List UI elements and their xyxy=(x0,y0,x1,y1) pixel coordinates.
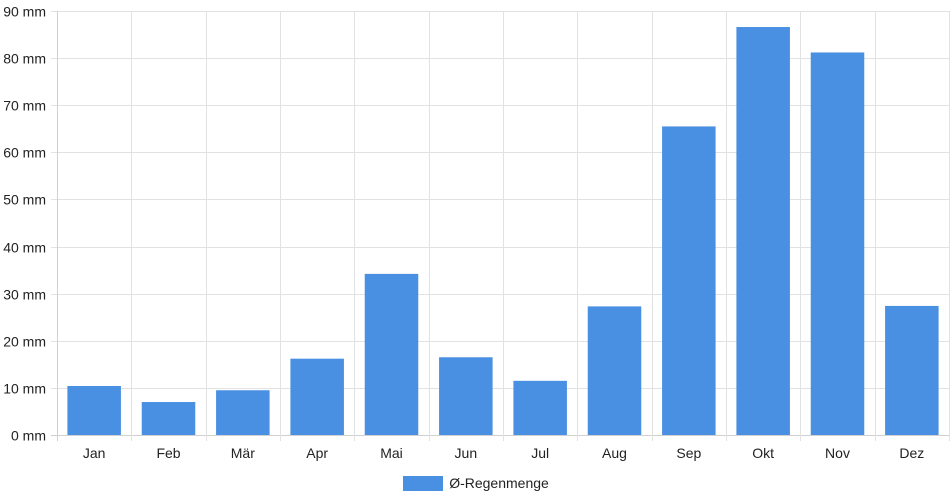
grid-layer xyxy=(51,11,950,441)
y-tick-label: 80 mm xyxy=(3,51,46,67)
y-tick-label: 20 mm xyxy=(3,334,46,350)
legend-item[interactable]: Ø-Regenmenge xyxy=(403,475,549,491)
bar xyxy=(67,386,121,435)
x-tick-label: Jan xyxy=(83,445,106,461)
x-tick-label: Sep xyxy=(676,445,701,461)
x-axis-ticks: Jan Feb Mär Apr Mai Jun Jul Aug Sep Okt Nov Dez xyxy=(83,445,924,461)
x-tick-label: Nov xyxy=(825,445,850,461)
x-tick-label: Dez xyxy=(899,445,924,461)
x-tick-label: Feb xyxy=(156,445,180,461)
bar xyxy=(513,380,567,435)
x-tick-label: Jul xyxy=(531,445,549,461)
x-tick-label: Mär xyxy=(231,445,255,461)
x-tick-label: Mai xyxy=(380,445,403,461)
chart-plot: 0 mm 10 mm 20 mm 30 mm 40 mm 50 mm 60 mm 70 mm 8… xyxy=(3,4,950,461)
bar xyxy=(885,305,939,435)
bar xyxy=(364,273,419,435)
bar xyxy=(810,52,865,436)
bar xyxy=(587,306,642,435)
bar-layer xyxy=(67,27,939,436)
bar xyxy=(141,402,196,435)
y-tick-label: 90 mm xyxy=(3,4,46,20)
x-tick-label: Aug xyxy=(602,445,627,461)
y-tick-label: 0 mm xyxy=(11,428,46,444)
bar xyxy=(439,357,493,435)
x-tick-label: Okt xyxy=(752,445,774,461)
y-tick-label: 10 mm xyxy=(3,381,46,397)
y-tick-label: 70 mm xyxy=(3,98,46,114)
legend: Ø-Regenmenge xyxy=(0,472,952,494)
y-tick-label: 60 mm xyxy=(3,145,46,161)
x-tick-label: Apr xyxy=(306,445,328,461)
y-tick-label: 50 mm xyxy=(3,192,46,208)
bar xyxy=(736,27,790,435)
bar xyxy=(216,390,270,435)
y-tick-label: 40 mm xyxy=(3,240,46,256)
legend-label: Ø-Regenmenge xyxy=(449,475,549,491)
bar xyxy=(290,358,344,435)
x-tick-label: Jun xyxy=(455,445,478,461)
y-tick-label: 30 mm xyxy=(3,287,46,303)
y-axis-ticks: 0 mm 10 mm 20 mm 30 mm 40 mm 50 mm 60 mm 70 mm 8… xyxy=(3,4,46,444)
legend-swatch xyxy=(403,475,444,491)
bar xyxy=(662,126,716,435)
